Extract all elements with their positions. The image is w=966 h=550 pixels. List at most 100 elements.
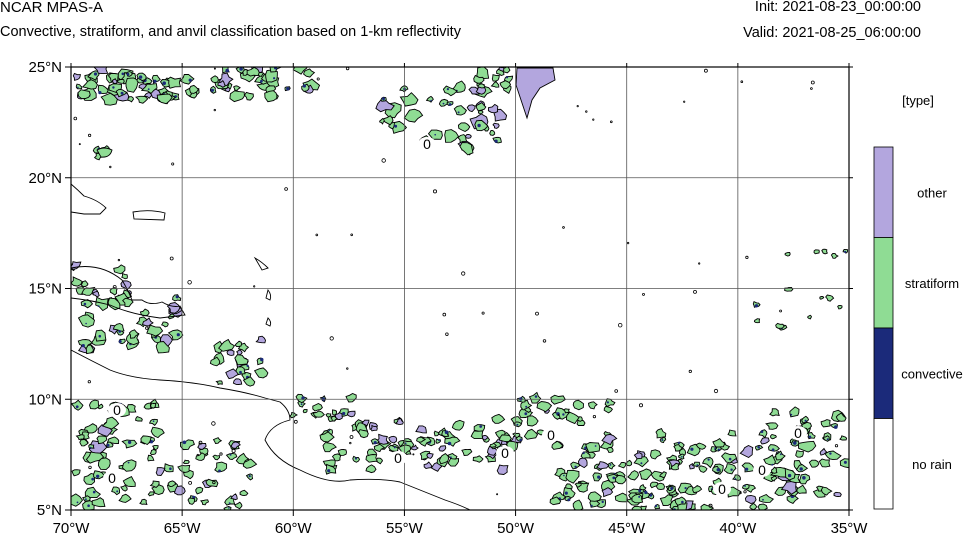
- precip-cell: [655, 428, 667, 439]
- contour-label-bg: [789, 426, 807, 440]
- precip-cell: [572, 399, 584, 411]
- precip-cell: [476, 67, 490, 81]
- convective-cell: [787, 473, 792, 478]
- speck: [834, 444, 839, 448]
- convective-cell: [525, 405, 528, 408]
- convective-cell: [118, 330, 122, 333]
- lat-tick-label: 5°N: [37, 502, 62, 519]
- precip-cell: [470, 430, 484, 440]
- convective-cell: [771, 463, 774, 466]
- convective-cell: [790, 413, 793, 416]
- precip-cell: [122, 297, 134, 308]
- precip-cell: [121, 272, 128, 280]
- speck: [117, 258, 121, 262]
- precip-cell: [125, 77, 139, 93]
- convective-cell: [382, 97, 385, 101]
- contour-label-bg: [713, 482, 731, 496]
- speck: [445, 332, 449, 336]
- precip-cell: [775, 322, 785, 329]
- precip-cell: [357, 429, 369, 439]
- convective-cell: [225, 68, 229, 73]
- convective-cell: [442, 102, 445, 105]
- convective-cell: [567, 498, 571, 502]
- precip-cell: [365, 454, 378, 463]
- precip-cell: [120, 484, 128, 492]
- speck: [315, 233, 319, 237]
- convective-cell: [728, 457, 732, 461]
- convective-cell: [118, 340, 122, 343]
- precip-cell: [425, 95, 434, 103]
- precip-cell: [819, 295, 825, 300]
- convective-cell: [147, 88, 150, 91]
- contour-label: 0: [113, 402, 121, 418]
- precip-cell: [768, 444, 780, 452]
- precip-cell: [95, 296, 109, 312]
- convective-cell: [182, 440, 187, 445]
- contour-label-bg: [496, 446, 514, 460]
- speck: [698, 262, 701, 265]
- convective-cell: [89, 446, 92, 449]
- precip-cell: [330, 415, 339, 422]
- convective-cell: [404, 442, 407, 445]
- lat-tick-label: 10°N: [28, 391, 62, 408]
- convective-cell: [302, 84, 306, 88]
- convective-cell: [609, 464, 612, 466]
- precip-cell: [819, 447, 828, 456]
- precip-cell: [141, 317, 154, 327]
- precip-cell: [433, 430, 440, 437]
- convective-cell: [327, 469, 331, 473]
- speck: [562, 226, 565, 229]
- speck: [592, 118, 595, 121]
- convective-cell: [681, 500, 684, 504]
- precip-cell: [492, 122, 500, 129]
- precip-cell: [416, 436, 427, 443]
- precip-cell: [461, 448, 473, 456]
- precip-cell: [71, 399, 84, 411]
- convective-cell: [638, 495, 641, 498]
- convective-cell: [804, 419, 807, 422]
- precip-cell: [111, 486, 121, 496]
- precip-cell: [82, 495, 91, 502]
- precip-cell: [243, 91, 254, 101]
- convective-cell: [96, 474, 100, 478]
- precip-cell: [565, 411, 580, 425]
- precip-cell: [217, 80, 226, 88]
- convective-cell: [354, 457, 358, 460]
- convective-cell: [175, 295, 179, 299]
- speck: [171, 162, 175, 166]
- convective-cell: [524, 412, 528, 416]
- convective-cell: [210, 88, 214, 92]
- precip-cell: [255, 335, 266, 344]
- precip-cell: [93, 67, 109, 75]
- coastline: [71, 266, 186, 319]
- precip-cell: [524, 406, 532, 413]
- contour-label: 0: [758, 462, 766, 478]
- precip-cell: [139, 498, 148, 506]
- speck: [346, 367, 349, 370]
- legend-label-no-rain: no rain: [912, 457, 952, 472]
- precip-cell: [565, 469, 580, 484]
- convective-cell: [116, 490, 119, 493]
- precip-cell: [820, 486, 833, 496]
- precip-cell: [331, 453, 342, 462]
- speck: [78, 143, 81, 146]
- precip-cell: [147, 491, 155, 497]
- contour-labels: 0 0 0 0 0 0 0 0 0: [103, 136, 807, 497]
- convective-cell: [793, 441, 797, 445]
- precip-cell: [212, 454, 221, 461]
- precip-cell: [394, 417, 404, 425]
- precip-cell: [79, 438, 89, 447]
- precip-cell: [496, 464, 509, 475]
- speck: [496, 493, 499, 496]
- contour-label-bg: [389, 451, 407, 465]
- precip-cell: [226, 349, 235, 356]
- convective-cell: [273, 77, 276, 80]
- precip-cell: [775, 450, 786, 461]
- precip-cell: [701, 456, 714, 469]
- anvil-region: [515, 67, 556, 120]
- precip-cell: [292, 67, 308, 75]
- convective-cell: [534, 395, 538, 398]
- speck: [145, 326, 149, 330]
- precip-cell: [235, 452, 250, 465]
- precip-cell: [457, 122, 471, 133]
